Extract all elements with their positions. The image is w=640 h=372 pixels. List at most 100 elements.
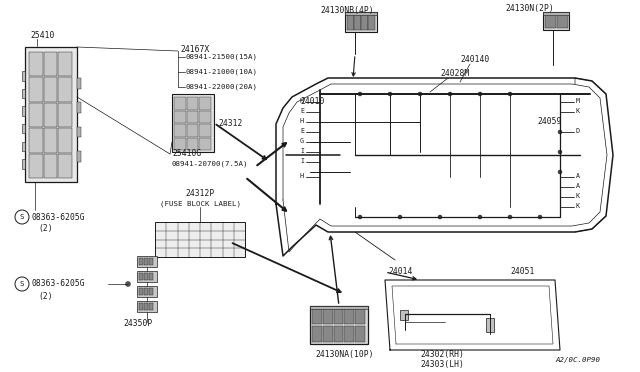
Text: 24312: 24312 bbox=[218, 119, 243, 128]
Text: 24302(RH): 24302(RH) bbox=[420, 350, 464, 359]
Text: A: A bbox=[576, 173, 580, 179]
Bar bbox=[344, 308, 354, 324]
Bar bbox=[368, 14, 374, 30]
Bar bbox=[199, 124, 211, 137]
Text: E: E bbox=[300, 128, 304, 134]
Text: 25410: 25410 bbox=[30, 31, 54, 39]
Text: (FUSE BLOCK LABEL): (FUSE BLOCK LABEL) bbox=[159, 201, 241, 207]
Bar bbox=[29, 77, 43, 102]
Text: 24303(LH): 24303(LH) bbox=[420, 359, 464, 369]
Circle shape bbox=[418, 92, 422, 96]
Bar bbox=[58, 52, 72, 76]
Bar bbox=[137, 286, 157, 297]
Text: H: H bbox=[300, 173, 304, 179]
Bar bbox=[174, 138, 186, 150]
Text: I: I bbox=[300, 148, 304, 154]
Bar bbox=[144, 303, 148, 310]
Circle shape bbox=[125, 282, 131, 286]
Bar bbox=[29, 154, 43, 178]
Circle shape bbox=[558, 150, 562, 154]
Bar bbox=[345, 12, 377, 32]
Bar bbox=[557, 14, 568, 28]
Bar bbox=[355, 326, 365, 342]
Bar bbox=[29, 103, 43, 127]
Bar bbox=[29, 52, 43, 76]
Bar bbox=[323, 308, 333, 324]
Text: 08941-21000(10A): 08941-21000(10A) bbox=[186, 69, 258, 75]
Text: E: E bbox=[300, 108, 304, 114]
Text: 24059: 24059 bbox=[537, 118, 561, 126]
Circle shape bbox=[478, 215, 482, 219]
Bar bbox=[187, 124, 198, 137]
Bar bbox=[199, 97, 211, 109]
Circle shape bbox=[388, 92, 392, 96]
Bar bbox=[310, 306, 368, 344]
Bar bbox=[187, 110, 198, 123]
Text: 24130NA(10P): 24130NA(10P) bbox=[315, 350, 374, 359]
Bar bbox=[345, 12, 377, 15]
Text: 25410G: 25410G bbox=[172, 150, 201, 158]
Bar bbox=[323, 326, 333, 342]
Bar bbox=[333, 308, 344, 324]
Text: 24028M: 24028M bbox=[440, 70, 469, 78]
Bar bbox=[137, 301, 157, 312]
Text: S: S bbox=[20, 281, 24, 287]
Bar bbox=[44, 52, 58, 76]
Bar bbox=[44, 128, 58, 153]
Bar bbox=[25, 47, 77, 182]
Text: (2): (2) bbox=[38, 292, 52, 301]
Text: 24130NB(4P): 24130NB(4P) bbox=[320, 6, 374, 15]
Bar bbox=[22, 159, 25, 169]
Bar bbox=[58, 154, 72, 178]
Bar bbox=[58, 77, 72, 102]
Bar bbox=[199, 138, 211, 150]
Bar bbox=[361, 14, 367, 30]
Circle shape bbox=[358, 215, 362, 219]
Text: 24312P: 24312P bbox=[186, 189, 214, 199]
Bar bbox=[347, 14, 353, 30]
Bar bbox=[139, 288, 143, 295]
Text: G: G bbox=[300, 138, 304, 144]
Bar bbox=[149, 258, 153, 265]
Bar bbox=[137, 271, 157, 282]
Bar bbox=[77, 151, 81, 162]
Bar bbox=[22, 89, 25, 98]
Text: 24014: 24014 bbox=[388, 267, 412, 276]
Circle shape bbox=[558, 170, 562, 174]
Bar bbox=[139, 303, 143, 310]
Text: I: I bbox=[300, 158, 304, 164]
Circle shape bbox=[448, 92, 452, 96]
Text: 24350P: 24350P bbox=[124, 320, 152, 328]
Text: 24130N(2P): 24130N(2P) bbox=[505, 3, 554, 13]
Bar bbox=[172, 94, 214, 152]
Bar bbox=[149, 273, 153, 280]
Bar bbox=[486, 318, 494, 332]
Text: 24010: 24010 bbox=[300, 97, 324, 106]
Text: H: H bbox=[300, 118, 304, 124]
Bar bbox=[312, 326, 322, 342]
Bar bbox=[310, 306, 368, 309]
Bar bbox=[22, 141, 25, 151]
Text: M: M bbox=[576, 98, 580, 104]
Bar bbox=[155, 222, 245, 257]
Bar bbox=[355, 308, 365, 324]
Text: 08941-22000(20A): 08941-22000(20A) bbox=[186, 84, 258, 90]
Bar bbox=[44, 154, 58, 178]
Bar bbox=[144, 288, 148, 295]
Bar bbox=[400, 310, 408, 320]
Bar bbox=[44, 103, 58, 127]
Bar bbox=[149, 288, 153, 295]
Text: K: K bbox=[576, 108, 580, 114]
Text: K: K bbox=[576, 203, 580, 209]
Bar bbox=[77, 102, 81, 113]
Circle shape bbox=[438, 215, 442, 219]
Bar bbox=[344, 326, 354, 342]
Bar bbox=[543, 12, 569, 15]
Text: K: K bbox=[576, 193, 580, 199]
Text: H: H bbox=[300, 98, 304, 104]
Bar bbox=[354, 14, 360, 30]
Bar bbox=[174, 124, 186, 137]
Text: 24167X: 24167X bbox=[180, 45, 209, 54]
Bar bbox=[22, 71, 25, 81]
Circle shape bbox=[538, 215, 542, 219]
